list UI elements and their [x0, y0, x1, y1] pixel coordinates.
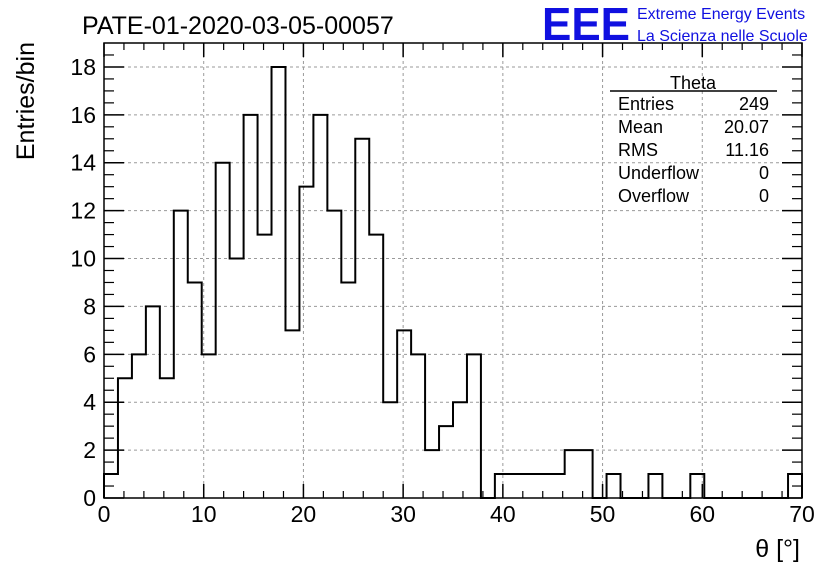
histogram-outline — [103, 65, 803, 499]
x-tick-label: 50 — [590, 501, 616, 527]
stats-value: 20.07 — [724, 117, 769, 137]
x-tick-label: 20 — [291, 501, 317, 527]
y-tick-label: 14 — [70, 150, 96, 176]
stats-title: Theta — [670, 73, 717, 93]
logo-mark: EEE — [542, 0, 630, 50]
y-tick-label: 18 — [70, 54, 96, 80]
y-axis-label: Entries/bin — [12, 42, 40, 160]
y-tick-label: 0 — [83, 485, 96, 511]
x-tick-label: 0 — [98, 501, 111, 527]
axis-ticks — [103, 43, 803, 499]
stats-label: Overflow — [618, 186, 690, 206]
logo-line2: La Scienza nelle Scuole — [637, 28, 808, 45]
x-tick-label: 10 — [191, 501, 217, 527]
stats-value: 11.16 — [725, 140, 769, 160]
stats-label: Mean — [618, 117, 663, 137]
eee-logo: EEE Extreme Energy Events La Scienza nel… — [542, 0, 808, 50]
y-tick-labels: 0 2 4 6 8 10 12 14 16 18 — [70, 54, 96, 511]
x-tick-label: 60 — [689, 501, 715, 527]
x-tick-label: 70 — [789, 501, 815, 527]
stats-value: 0 — [759, 186, 769, 206]
x-tick-labels: 0 10 20 30 40 50 60 70 — [98, 501, 815, 527]
stats-value: 249 — [739, 94, 769, 114]
stats-label: RMS — [618, 140, 658, 160]
plot-frame — [103, 42, 803, 499]
chart-title: PATE-01-2020-03-05-00057 — [82, 12, 394, 40]
y-tick-label: 6 — [83, 341, 96, 367]
stats-label: Entries — [618, 94, 674, 114]
stats-label: Underflow — [618, 163, 700, 183]
y-tick-label: 4 — [83, 389, 96, 415]
y-tick-label: 2 — [83, 437, 96, 463]
y-tick-label: 12 — [70, 198, 96, 224]
y-tick-label: 8 — [83, 293, 96, 319]
x-tick-label: 30 — [390, 501, 416, 527]
x-axis-label: θ [°] — [755, 535, 800, 563]
grid-lines — [104, 43, 802, 498]
y-tick-label: 16 — [70, 102, 96, 128]
y-tick-label: 10 — [70, 246, 96, 272]
x-tick-label: 40 — [490, 501, 516, 527]
stats-value: 0 — [759, 163, 769, 183]
stats-box: Theta Entries 249 Mean 20.07 RMS 11.16 Underfl… — [610, 73, 777, 206]
logo-line1: Extreme Energy Events — [637, 6, 805, 23]
